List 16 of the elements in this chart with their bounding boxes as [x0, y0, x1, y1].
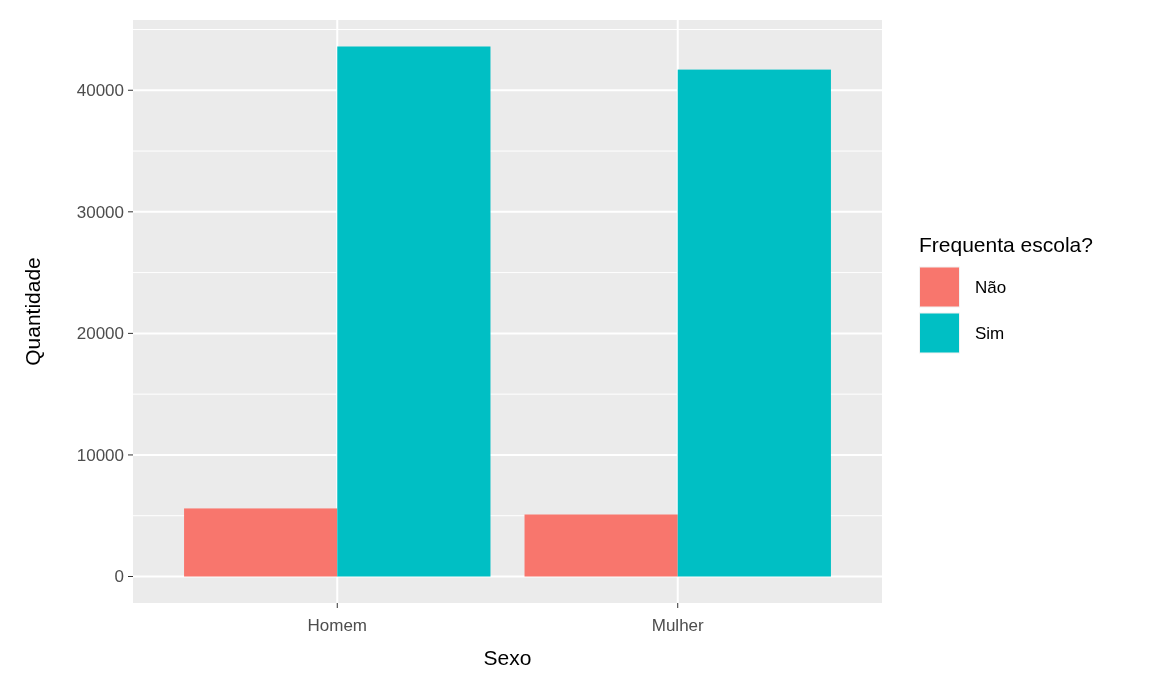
y-axis-title: Quantidade: [21, 257, 44, 366]
y-tick-label: 0: [114, 567, 124, 587]
y-tick-label: 30000: [76, 202, 124, 222]
y-tick-label: 10000: [76, 445, 124, 465]
y-tick-label: 20000: [76, 324, 124, 344]
legend-title: Frequenta escola?: [919, 232, 1093, 256]
legend-label: Sim: [975, 324, 1005, 344]
x-axis-title: Sexo: [483, 646, 532, 669]
bar: [524, 514, 678, 577]
x-tick-label: Homem: [307, 616, 368, 635]
bar: [184, 508, 338, 577]
bar: [677, 69, 831, 577]
bar: [337, 46, 491, 577]
legend-label: Não: [975, 278, 1007, 298]
y-tick-label: 40000: [76, 81, 124, 101]
x-tick-label: Mulher: [651, 616, 705, 635]
